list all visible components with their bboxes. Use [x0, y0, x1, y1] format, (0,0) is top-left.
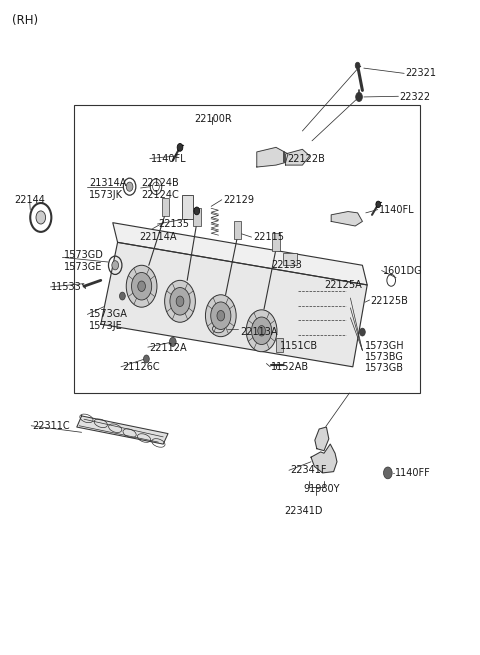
Circle shape [126, 265, 157, 307]
Circle shape [376, 201, 381, 208]
Text: 22321: 22321 [406, 68, 437, 79]
Circle shape [138, 281, 145, 291]
Polygon shape [77, 416, 168, 444]
Circle shape [112, 261, 119, 270]
Text: 1573GA: 1573GA [89, 309, 128, 320]
Text: 22124C: 22124C [142, 189, 180, 200]
Text: 22122B: 22122B [287, 153, 325, 164]
Circle shape [246, 310, 277, 352]
Text: 22125A: 22125A [324, 280, 362, 290]
Text: 22112A: 22112A [149, 343, 186, 354]
Text: 22133: 22133 [271, 260, 302, 271]
Bar [272, 233, 280, 251]
Polygon shape [311, 444, 337, 473]
Circle shape [120, 292, 125, 300]
Circle shape [252, 317, 272, 345]
Text: 1573GB: 1573GB [365, 363, 404, 373]
Circle shape [258, 326, 265, 336]
Circle shape [211, 302, 231, 329]
Text: 1140FL: 1140FL [379, 204, 415, 215]
Text: 1152AB: 1152AB [271, 362, 309, 372]
Polygon shape [113, 223, 367, 285]
Text: 22113A: 22113A [240, 327, 277, 337]
Circle shape [355, 62, 360, 69]
Text: 21314A: 21314A [89, 178, 126, 189]
Text: (RH): (RH) [12, 14, 38, 28]
Text: 11533: 11533 [51, 282, 82, 292]
Text: 21126C: 21126C [122, 362, 160, 372]
Bar [162, 198, 169, 216]
Circle shape [205, 295, 236, 337]
Circle shape [170, 288, 190, 315]
Circle shape [384, 467, 392, 479]
Bar [234, 221, 241, 239]
Bar [193, 208, 201, 226]
Text: 1573BG: 1573BG [365, 352, 404, 362]
Circle shape [169, 337, 176, 346]
Bar [283, 253, 297, 265]
Text: 1573JK: 1573JK [89, 189, 123, 200]
Bar [276, 338, 283, 352]
Text: 22129: 22129 [223, 195, 254, 205]
Polygon shape [331, 212, 362, 226]
Circle shape [177, 143, 183, 151]
Text: 22135: 22135 [158, 219, 190, 229]
Text: 22311C: 22311C [33, 421, 70, 431]
Text: 22125B: 22125B [371, 296, 408, 307]
Text: 22144: 22144 [14, 195, 45, 205]
Text: 1140FL: 1140FL [151, 153, 187, 164]
Polygon shape [315, 427, 329, 451]
Circle shape [165, 280, 195, 322]
Text: 1573JE: 1573JE [89, 320, 122, 331]
Circle shape [194, 207, 200, 215]
Polygon shape [286, 149, 310, 165]
Bar [182, 195, 193, 219]
Polygon shape [101, 242, 367, 367]
Text: 22322: 22322 [399, 92, 431, 102]
Circle shape [36, 211, 46, 224]
Bar [74, 105, 420, 393]
Text: 22341D: 22341D [284, 506, 323, 516]
Text: 1140FF: 1140FF [395, 468, 430, 478]
Ellipse shape [212, 325, 225, 333]
Text: 1573GE: 1573GE [64, 261, 102, 272]
Text: 22114A: 22114A [139, 232, 177, 242]
Text: 1601DG: 1601DG [383, 265, 422, 276]
Text: 1573GH: 1573GH [365, 341, 405, 351]
Text: 91980Y: 91980Y [303, 484, 340, 495]
Text: 1573GD: 1573GD [64, 250, 104, 261]
Text: 22100R: 22100R [195, 114, 232, 124]
Circle shape [132, 272, 152, 300]
Circle shape [126, 182, 133, 191]
Polygon shape [257, 147, 288, 167]
Text: 22341F: 22341F [290, 465, 327, 476]
Circle shape [176, 296, 184, 307]
Circle shape [360, 328, 365, 336]
Circle shape [356, 92, 362, 102]
Text: 22124B: 22124B [142, 178, 180, 189]
Text: 1151CB: 1151CB [280, 341, 318, 351]
Circle shape [217, 310, 225, 321]
Circle shape [144, 355, 149, 363]
Text: 22115: 22115 [253, 232, 284, 242]
